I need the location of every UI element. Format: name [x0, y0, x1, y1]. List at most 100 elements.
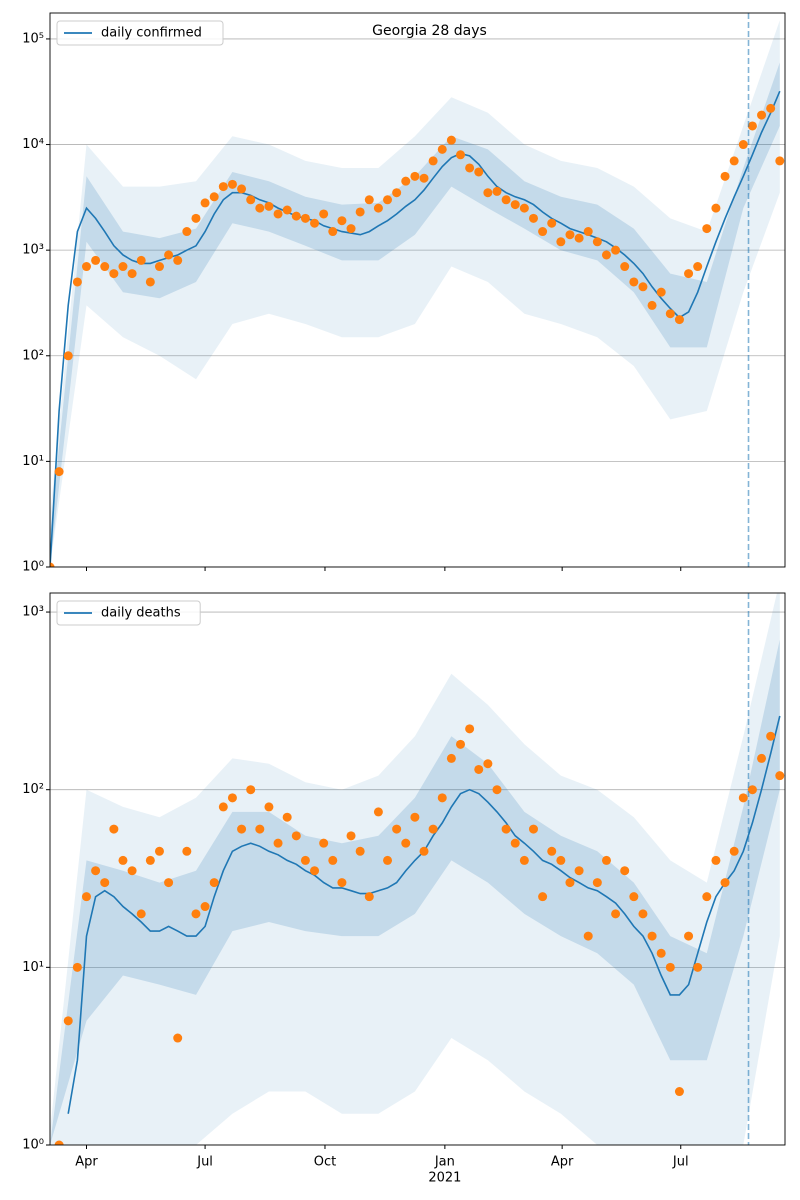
observed-point — [145, 277, 155, 287]
x-tick-label: Oct — [314, 1155, 336, 1170]
observed-point — [72, 277, 82, 287]
observed-point — [629, 277, 639, 287]
observed-point — [50, 562, 55, 567]
observed-point — [711, 855, 721, 865]
observed-point — [173, 1033, 183, 1043]
y-tick-label: 10⁰ — [22, 560, 44, 575]
observed-point — [191, 213, 201, 223]
observed-point — [729, 156, 739, 166]
observed-point — [565, 878, 575, 888]
observed-point — [364, 892, 374, 902]
observed-point — [647, 931, 657, 941]
observed-point — [145, 855, 155, 865]
observed-point — [428, 824, 438, 834]
observed-point — [446, 135, 456, 145]
observed-point — [638, 909, 648, 919]
observed-point — [592, 237, 602, 247]
observed-point — [63, 1016, 73, 1026]
observed-point — [556, 237, 566, 247]
observed-point — [410, 171, 420, 181]
observed-point — [446, 753, 456, 763]
observed-point — [218, 182, 228, 192]
observed-point — [246, 785, 256, 795]
observed-point — [674, 315, 684, 325]
observed-point — [392, 824, 402, 834]
observed-point — [665, 962, 675, 972]
observed-point — [109, 824, 119, 834]
observed-point — [456, 150, 466, 160]
observed-point — [465, 724, 475, 734]
observed-point — [702, 224, 712, 234]
observed-point — [483, 759, 493, 769]
axes-frame — [49, 592, 786, 1146]
observed-point — [383, 195, 393, 205]
observed-point — [237, 824, 247, 834]
observed-point — [328, 227, 338, 237]
x-tick-label: Jan — [434, 1155, 455, 1170]
observed-point — [647, 300, 657, 310]
y-tick-label: 10³ — [22, 605, 44, 620]
y-tick-label: 10³ — [22, 243, 44, 258]
uncertainty-band — [50, 20, 780, 567]
observed-point — [237, 184, 247, 194]
observed-point — [337, 878, 347, 888]
observed-point — [592, 878, 602, 888]
observed-point — [665, 309, 675, 319]
observed-point — [282, 812, 292, 822]
observed-point — [656, 948, 666, 958]
observed-point — [91, 866, 101, 876]
observed-point — [720, 171, 730, 181]
observed-point — [775, 156, 785, 166]
observed-point — [310, 218, 320, 228]
observed-point — [154, 262, 164, 272]
y-tick-label: 10² — [22, 782, 44, 797]
observed-point — [528, 824, 538, 834]
observed-point — [510, 838, 520, 848]
observed-point — [282, 205, 292, 215]
uncertainty-band — [50, 639, 780, 1145]
observed-point — [757, 753, 767, 763]
observed-point — [547, 846, 557, 856]
observed-point — [154, 846, 164, 856]
x-tick-label: Jul — [672, 1155, 689, 1170]
observed-point — [519, 855, 529, 865]
observed-point — [720, 878, 730, 888]
observed-point — [538, 227, 548, 237]
observed-point — [702, 892, 712, 902]
observed-point — [492, 785, 502, 795]
observed-point — [620, 262, 630, 272]
observed-point — [693, 962, 703, 972]
observed-point — [182, 227, 192, 237]
observed-point — [127, 866, 137, 876]
observed-point — [611, 909, 621, 919]
observed-point — [620, 866, 630, 876]
observed-point — [766, 103, 776, 113]
observed-point — [747, 121, 757, 131]
observed-point — [474, 167, 484, 177]
legend-label: daily deaths — [101, 606, 181, 621]
observed-point — [310, 866, 320, 876]
observed-point — [319, 838, 329, 848]
observed-point — [583, 227, 593, 237]
y-tick-label: 10⁰ — [22, 1138, 44, 1153]
plot-area — [50, 20, 785, 567]
x-tick-label: Jul — [196, 1155, 213, 1170]
observed-point — [528, 213, 538, 223]
y-tick-label: 10¹ — [22, 454, 44, 469]
observed-point — [456, 739, 466, 749]
observed-point — [300, 855, 310, 865]
observed-point — [611, 245, 621, 255]
observed-point — [547, 218, 557, 228]
y-tick-label: 10⁵ — [22, 31, 44, 46]
observed-point — [601, 250, 611, 260]
observed-point — [501, 195, 511, 205]
observed-point — [437, 144, 447, 154]
observed-point — [100, 878, 110, 888]
observed-point — [255, 824, 265, 834]
observed-point — [383, 855, 393, 865]
observed-point — [209, 878, 219, 888]
observed-point — [355, 846, 365, 856]
observed-point — [54, 1140, 64, 1145]
observed-point — [684, 931, 694, 941]
